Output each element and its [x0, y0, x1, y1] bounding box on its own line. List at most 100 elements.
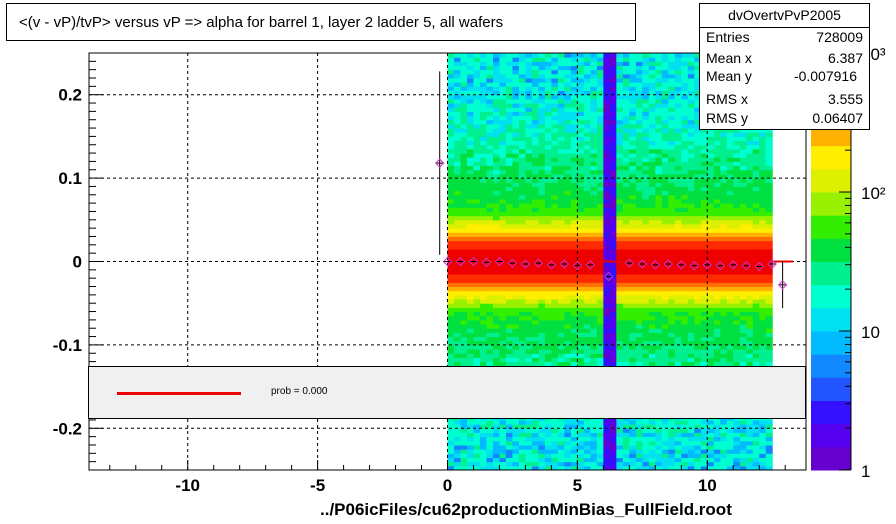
heatmap-cell	[765, 178, 773, 183]
heatmap-cell	[505, 169, 513, 175]
heatmap-cell	[726, 140, 734, 146]
heatmap-cell	[453, 253, 461, 258]
heatmap-cell	[726, 282, 734, 288]
heatmap-cell	[590, 136, 598, 142]
heatmap-cell	[466, 290, 474, 296]
heatmap-cell	[538, 419, 546, 425]
heatmap-cell	[544, 194, 552, 200]
heatmap-cell	[499, 203, 507, 208]
heatmap-cell	[668, 119, 676, 125]
heatmap-cell	[609, 86, 617, 92]
heatmap-cell	[746, 128, 754, 133]
heatmap-cell	[583, 86, 591, 92]
heatmap-cell	[694, 290, 702, 296]
heatmap-cell	[453, 457, 461, 463]
heatmap-cell	[694, 311, 702, 317]
heatmap-cell	[609, 148, 617, 154]
heatmap-cell	[538, 111, 546, 117]
heatmap-cell	[499, 148, 507, 154]
heatmap-cell	[700, 253, 708, 258]
heatmap-cell	[661, 190, 669, 196]
heatmap-cell	[726, 319, 734, 325]
heatmap-cell	[479, 449, 487, 454]
heatmap-cell	[668, 69, 676, 75]
heatmap-cell	[447, 53, 455, 58]
heatmap-cell	[622, 336, 630, 342]
heatmap-cell	[473, 307, 481, 313]
heatmap-cell	[447, 144, 455, 150]
heatmap-cell	[466, 269, 474, 275]
heatmap-cell	[687, 319, 695, 325]
heatmap-cell	[713, 465, 721, 471]
heatmap-cell	[531, 290, 539, 296]
heatmap-cell	[635, 349, 643, 354]
heatmap-cell	[538, 194, 546, 200]
heatmap-cell	[681, 153, 689, 158]
heatmap-cell	[518, 57, 526, 62]
heatmap-cell	[642, 136, 650, 142]
heatmap-cell	[661, 161, 669, 167]
heatmap-cell	[577, 186, 585, 192]
heatmap-cell	[492, 119, 500, 125]
heatmap-cell	[759, 440, 767, 446]
heatmap-cell	[499, 353, 507, 358]
heatmap-cell	[746, 223, 754, 229]
heatmap-cell	[453, 344, 461, 350]
heatmap-cell	[525, 207, 533, 212]
heatmap-cell	[661, 107, 669, 112]
heatmap-cell	[635, 278, 643, 283]
heatmap-cell	[694, 178, 702, 183]
heatmap-cell	[499, 211, 507, 217]
heatmap-cell	[447, 453, 455, 458]
heatmap-cell	[668, 232, 676, 237]
heatmap-cell	[518, 290, 526, 296]
heatmap-cell	[505, 349, 513, 354]
heatmap-cell	[505, 453, 513, 458]
heatmap-cell	[603, 324, 611, 329]
heatmap-cell	[505, 344, 513, 350]
heatmap-cell	[668, 90, 676, 96]
heatmap-cell	[505, 65, 513, 71]
heatmap-cell	[681, 161, 689, 167]
heatmap-cell	[544, 303, 552, 308]
heatmap-cell	[765, 453, 773, 458]
heatmap-cell	[447, 294, 455, 300]
heatmap-cell	[700, 148, 708, 154]
heatmap-cell	[583, 253, 591, 258]
heatmap-cell	[570, 173, 578, 179]
heatmap-cell	[655, 90, 663, 96]
heatmap-cell	[499, 265, 507, 271]
heatmap-cell	[668, 132, 676, 137]
heatmap-cell	[674, 432, 682, 438]
heatmap-cell	[531, 432, 539, 438]
heatmap-cell	[499, 223, 507, 229]
heatmap-cell	[492, 424, 500, 429]
heatmap-cell	[590, 215, 598, 221]
heatmap-cell	[466, 440, 474, 446]
heatmap-cell	[570, 165, 578, 171]
heatmap-cell	[551, 244, 559, 250]
heatmap-cell	[635, 136, 643, 142]
heatmap-cell	[447, 257, 455, 262]
heatmap-cell	[687, 344, 695, 350]
heatmap-cell	[603, 340, 611, 346]
heatmap-cell	[674, 223, 682, 229]
heatmap-cell	[746, 461, 754, 467]
heatmap-cell	[473, 340, 481, 346]
heatmap-cell	[544, 73, 552, 79]
heatmap-cell	[570, 128, 578, 133]
heatmap-cell	[603, 290, 611, 296]
heatmap-cell	[544, 294, 552, 300]
heatmap-cell	[570, 73, 578, 79]
heatmap-cell	[577, 424, 585, 429]
heatmap-cell	[479, 173, 487, 179]
heatmap-cell	[564, 265, 572, 271]
heatmap-cell	[518, 449, 526, 454]
heatmap-cell	[544, 219, 552, 225]
heatmap-cell	[544, 169, 552, 175]
heatmap-cell	[564, 211, 572, 217]
heatmap-cell	[557, 173, 565, 179]
heatmap-cell	[518, 207, 526, 212]
heatmap-cell	[486, 357, 494, 363]
heatmap-cell	[531, 148, 539, 154]
